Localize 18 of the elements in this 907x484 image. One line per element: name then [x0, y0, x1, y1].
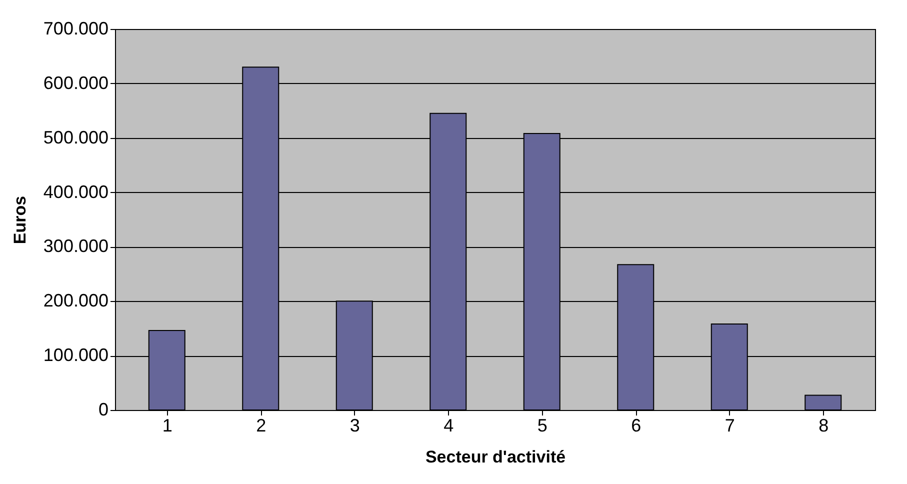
x-tick-label: 2	[256, 416, 266, 436]
x-tick-label: 4	[444, 416, 454, 436]
y-tick-label: 300.000	[43, 236, 108, 256]
y-tick-label: 100.000	[43, 345, 108, 366]
x-tick-label: 6	[631, 416, 642, 436]
x-tick-label: 8	[818, 416, 829, 436]
y-tick-label: 500.000	[43, 127, 108, 148]
y-tick-label: 400.000	[43, 182, 108, 202]
y-tick-label: 700.000	[43, 18, 108, 38]
y-tick-label: 600.000	[43, 72, 108, 93]
x-tick-label: 5	[537, 416, 548, 436]
x-axis-title: Secteur d'activité	[425, 448, 566, 466]
y-tick-label: 200.000	[43, 290, 108, 311]
y-tick-label: 0	[98, 400, 108, 420]
x-tick-label: 1	[162, 416, 172, 436]
x-tick-label: 7	[724, 416, 735, 436]
y-axis-title: Euros	[10, 196, 30, 244]
x-tick-label: 3	[350, 416, 360, 436]
